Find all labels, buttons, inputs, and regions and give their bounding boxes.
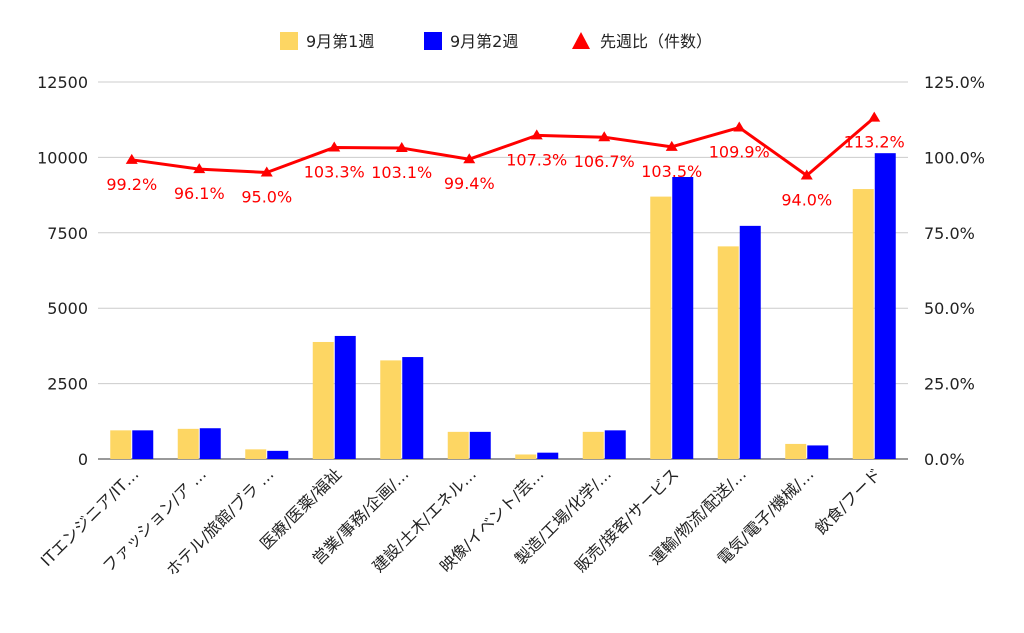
y-axis-left: 0 2500 5000 7500 10000 12500 [37, 73, 88, 469]
line-marker [395, 142, 408, 153]
line-marker [530, 129, 543, 140]
line-series: 99.2% 96.1% 95.0% 103.3% 103.1% 99.4% 107.3% 10… [106, 111, 905, 209]
line-marker [868, 111, 881, 122]
line-marker [260, 166, 273, 177]
line-marker [463, 153, 476, 164]
y-right-tick-label: 0.0% [924, 450, 965, 469]
legend-swatch [424, 32, 442, 50]
line-data-label: 99.4% [444, 174, 495, 193]
y-left-tick-label: 12500 [37, 73, 88, 92]
bar-week1 [447, 431, 469, 459]
bar-week2 [537, 452, 559, 459]
bar-week2 [267, 450, 289, 459]
bar-week2 [874, 153, 896, 459]
line-marker [328, 141, 341, 152]
y-right-tick-label: 125.0% [924, 73, 985, 92]
bar-week1 [312, 341, 334, 459]
line-data-label: 113.2% [844, 133, 905, 152]
bar-week2 [672, 177, 694, 459]
line-data-label: 109.9% [709, 143, 770, 162]
bar-week2 [807, 445, 829, 459]
y-left-tick-label: 2500 [47, 375, 88, 394]
bar-week2 [604, 430, 626, 459]
legend-label: 先週比（件数） [600, 32, 712, 51]
bar-week1 [177, 428, 199, 459]
bar-week1 [110, 430, 132, 459]
bar-week2 [199, 428, 221, 459]
line-data-label: 95.0% [241, 187, 292, 206]
bar-week2 [469, 431, 491, 459]
line-data-label: 107.3% [506, 150, 567, 169]
bar-week1 [852, 189, 874, 459]
legend: 9月第1週 9月第2週 先週比（件数） [280, 32, 712, 51]
bar-week2 [739, 225, 761, 459]
line-marker [800, 169, 813, 180]
bar-week1 [717, 246, 739, 459]
bar-week1 [650, 196, 672, 459]
line-data-label: 94.0% [781, 190, 832, 209]
line-data-label: 99.2% [106, 175, 157, 194]
line-data-label: 96.1% [174, 184, 225, 203]
line-data-label: 103.5% [641, 162, 702, 181]
legend-label: 9月第1週 [306, 32, 374, 51]
line-marker [733, 121, 746, 132]
y-right-tick-label: 50.0% [924, 299, 975, 318]
y-left-tick-label: 5000 [47, 299, 88, 318]
bar-week2 [402, 357, 424, 459]
y-left-tick-label: 0 [78, 450, 88, 469]
line-marker [598, 131, 611, 142]
bar-week2 [334, 335, 356, 459]
line-marker [665, 140, 678, 151]
line-data-label: 106.7% [574, 152, 635, 171]
gridlines [98, 81, 908, 460]
y-right-tick-label: 100.0% [924, 148, 985, 167]
y-axis-right: 0.0% 25.0% 50.0% 75.0% 100.0% 125.0% [924, 73, 985, 469]
line-path [131, 116, 876, 177]
y-right-tick-label: 25.0% [924, 375, 975, 394]
bar-week1 [380, 360, 402, 459]
bar-week1 [785, 443, 807, 459]
bar-week1 [245, 449, 267, 459]
bar-week1 [515, 454, 537, 459]
y-left-tick-label: 7500 [47, 224, 88, 243]
y-left-tick-label: 10000 [37, 148, 88, 167]
legend-swatch [280, 32, 298, 50]
line-marker [193, 163, 206, 174]
line-data-label: 103.3% [304, 162, 365, 181]
x-axis: ITエンジニア/IT…ファッション/ア …ホテル/旅館/ブラ …医療/医薬/福祉… [37, 464, 885, 579]
bar-week1 [582, 431, 604, 459]
y-right-tick-label: 75.0% [924, 224, 975, 243]
bar-week2 [132, 430, 154, 459]
legend-label: 9月第2週 [450, 32, 518, 51]
legend-marker [572, 32, 590, 49]
bar-series [110, 153, 896, 459]
x-tick-label: 飲食/フード [811, 464, 885, 538]
line-marker [125, 153, 138, 164]
line-data-label: 103.1% [371, 163, 432, 182]
